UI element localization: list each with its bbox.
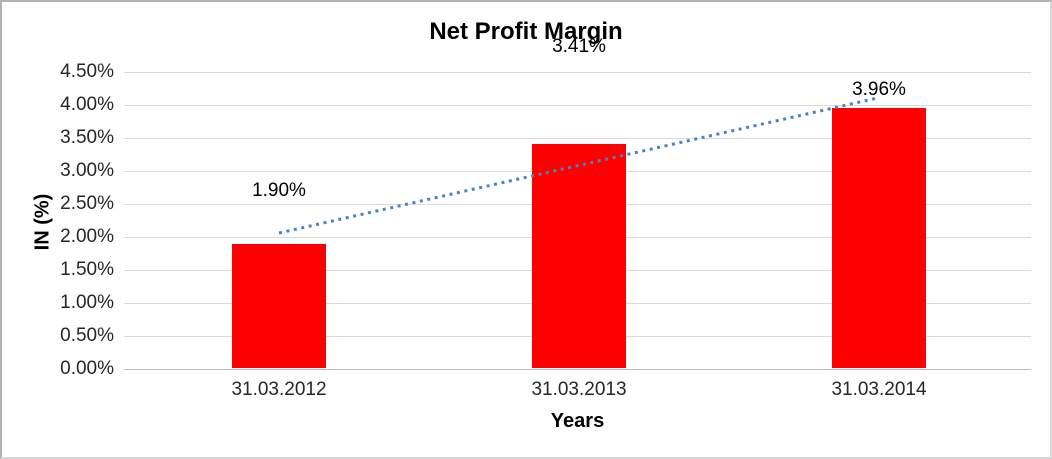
- gridline: [124, 72, 1031, 73]
- y-tick-label: 1.50%: [60, 259, 114, 280]
- y-tick-label: 4.00%: [60, 94, 114, 115]
- y-tick-label: 3.50%: [60, 127, 114, 148]
- x-axis-title: Years: [550, 410, 605, 432]
- chart-title: Net Profit Margin: [429, 18, 623, 45]
- x-tick-label: 31.03.2013: [531, 379, 627, 400]
- data-label: 3.41%: [552, 36, 606, 57]
- y-tick-label: 2.50%: [60, 193, 114, 214]
- bar-31.03.2013[interactable]: [532, 144, 626, 368]
- data-label: 1.90%: [252, 180, 306, 201]
- y-tick-label: 0.00%: [60, 358, 114, 379]
- bar-31.03.2014[interactable]: [832, 108, 926, 368]
- y-tick-label: 2.00%: [60, 226, 114, 247]
- y-tick-label: 4.50%: [60, 61, 114, 82]
- x-tick-label: 31.03.2014: [831, 379, 927, 400]
- bar-31.03.2012[interactable]: [232, 244, 326, 368]
- y-tick-label: 0.50%: [60, 325, 114, 346]
- data-label: 3.96%: [852, 79, 906, 100]
- y-tick-label: 3.00%: [60, 160, 114, 181]
- x-axis-line: [124, 369, 1031, 370]
- y-tick-label: 1.00%: [60, 292, 114, 313]
- gridline: [124, 105, 1031, 106]
- x-tick-label: 31.03.2012: [231, 379, 327, 400]
